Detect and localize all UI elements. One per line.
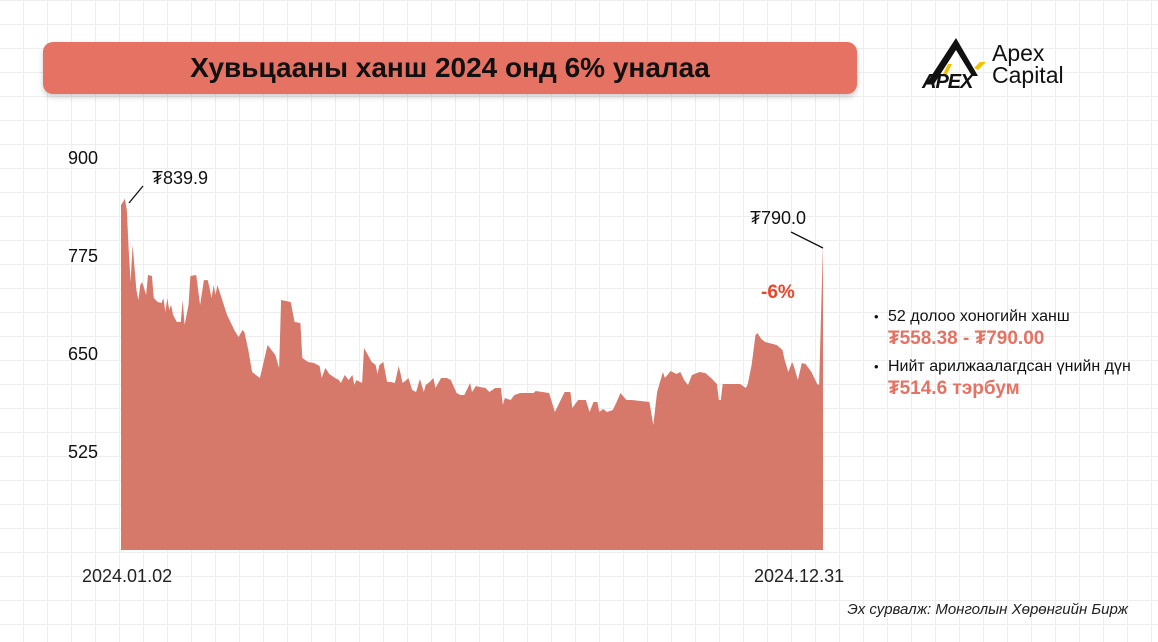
stat-value-turnover: ₮514.6 тэрбум — [888, 378, 1020, 399]
y-tick-label: 900 — [68, 148, 98, 168]
price-area — [121, 198, 823, 551]
x-tick-start: 2024.01.02 — [82, 566, 173, 586]
start-annotation: ₮839.9 — [152, 168, 208, 188]
x-tick-end: 2024.12.31 — [754, 566, 845, 586]
stat-label-52w: 52 долоо хоногийн ханш — [874, 308, 1152, 326]
apex-capital-logo: APEX Apex Capital — [920, 36, 1090, 93]
logo-line2: Capital — [992, 62, 1064, 88]
stat-label-turnover: Нийт арилжаалагдсан үнийн дүн — [874, 358, 1152, 376]
logo-text: Apex Capital — [992, 40, 1064, 88]
stat-value-52w: ₮558.38 - ₮790.00 — [888, 328, 1045, 349]
start-annotation-line — [128, 185, 144, 204]
chart-title: Хувьцааны ханш 2024 онд 6% уналаа — [190, 52, 710, 83]
change-annotation: -6% — [761, 282, 795, 303]
y-tick-label: 775 — [68, 246, 98, 266]
end-annotation: ₮790.0 — [750, 208, 806, 228]
stats-list: 52 долоо хоногийн ханш ₮558.38 - ₮790.00… — [872, 308, 1152, 408]
y-axis-ticks: 900 775 650 525 — [68, 148, 98, 462]
source-note: Эх сурвалж: Монголын Хөрөнгийн Бирж — [847, 601, 1128, 618]
y-tick-label: 650 — [68, 344, 98, 364]
end-annotation-line — [790, 231, 824, 249]
apex-logo-mark-icon: APEX — [921, 38, 986, 93]
y-tick-label: 525 — [68, 442, 98, 462]
svg-text:APEX: APEX — [921, 71, 975, 92]
logo-line1: Apex — [992, 40, 1045, 66]
title-banner: Хувьцааны ханш 2024 онд 6% уналаа — [43, 42, 857, 94]
